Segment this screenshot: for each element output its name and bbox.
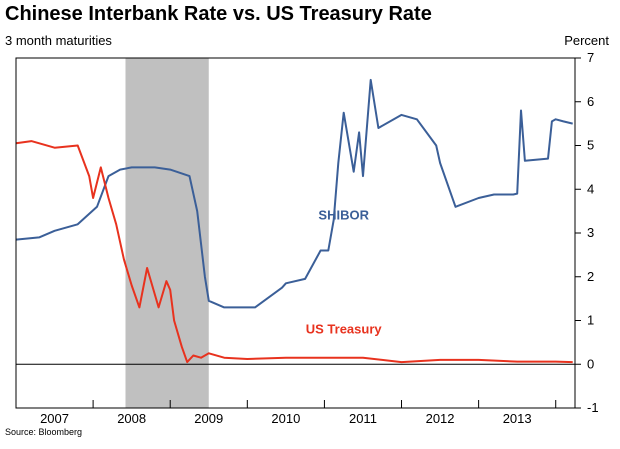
series-label-shibor: SHIBOR: [318, 208, 369, 223]
plot-frame-group: [15, 57, 576, 409]
y-tick-label: 2: [587, 269, 594, 284]
series-labels-group: SHIBOR US Treasury: [306, 208, 383, 337]
series-lines-group: [15, 78, 573, 364]
x-tick-label: 2009: [194, 411, 223, 426]
plot-border: [15, 57, 576, 409]
y-tick-label: 0: [587, 356, 594, 371]
y-axis-group: -1 0 1 2 3 4 5 6 7: [575, 50, 599, 415]
x-tick-label: 2007: [40, 411, 69, 426]
chart-title: Chinese Interbank Rate vs. US Treasury R…: [5, 3, 432, 25]
series-line-shibor: [15, 78, 573, 309]
y-tick-label: 6: [587, 94, 594, 109]
x-tick-label: 2012: [426, 411, 455, 426]
y-tick-label: 1: [587, 313, 594, 328]
series-label-us_treasury: US Treasury: [306, 321, 383, 336]
y-axis-unit-label: Percent: [564, 33, 609, 48]
x-tick-label: 2011: [349, 411, 377, 426]
x-tick-label: 2010: [271, 411, 300, 426]
x-tick-label: 2008: [117, 411, 146, 426]
recession-shading-group: [125, 58, 209, 408]
y-tick-label: -1: [587, 400, 599, 415]
x-tick-label: 2013: [503, 411, 532, 426]
y-tick-label: 7: [587, 50, 594, 65]
series-line-us_treasury: [15, 140, 573, 364]
source-note: Source: Bloomberg: [5, 427, 83, 437]
shaded-period: [125, 58, 209, 408]
y-tick-label: 5: [587, 138, 594, 153]
y-tick-label: 3: [587, 225, 594, 240]
chart-subtitle: 3 month maturities: [5, 33, 112, 48]
x-axis-group: 2007 2008 2009 2010 2011 2012 2013: [40, 400, 557, 426]
y-tick-label: 4: [587, 181, 594, 196]
